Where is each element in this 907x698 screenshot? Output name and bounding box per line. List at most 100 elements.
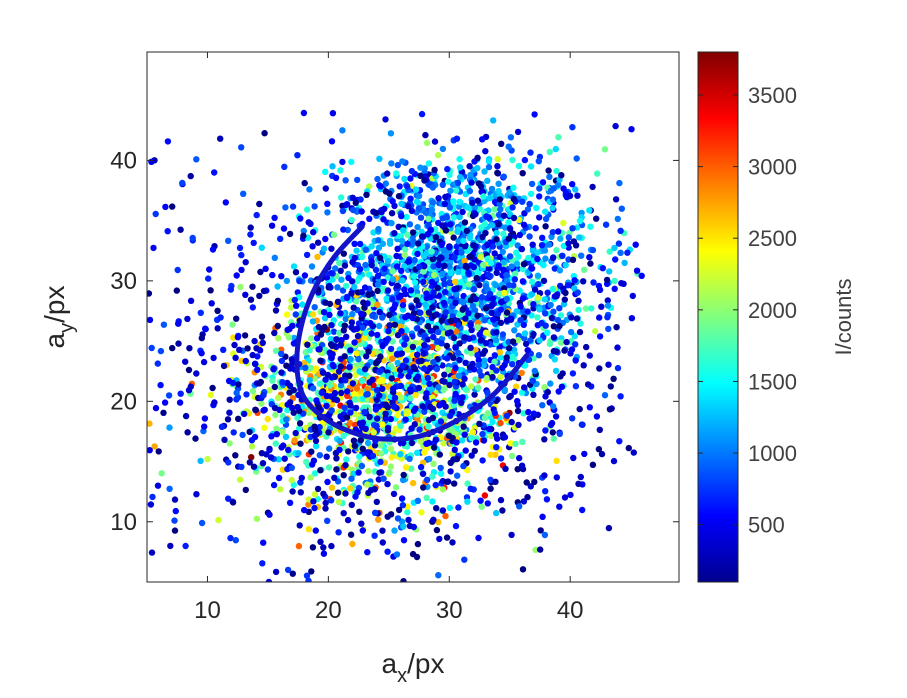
data-point — [433, 365, 441, 373]
data-point — [506, 393, 513, 401]
data-point — [278, 369, 285, 376]
data-point — [187, 297, 195, 304]
data-point — [508, 531, 515, 539]
data-point — [311, 304, 318, 311]
data-point — [260, 287, 268, 295]
data-point — [257, 268, 264, 276]
data-point — [193, 491, 200, 498]
data-point — [397, 451, 404, 458]
data-point — [485, 163, 493, 171]
data-point — [497, 319, 505, 326]
data-point — [432, 481, 439, 489]
data-point — [352, 199, 359, 206]
data-point — [184, 429, 191, 436]
data-point — [482, 148, 489, 155]
data-point — [388, 210, 396, 217]
data-point — [394, 282, 401, 289]
data-point — [320, 490, 327, 497]
data-point — [305, 526, 313, 533]
data-point — [356, 453, 363, 460]
data-point — [333, 455, 340, 462]
data-point — [266, 387, 273, 394]
data-point — [503, 354, 510, 361]
data-point — [236, 346, 243, 353]
data-point — [510, 195, 517, 203]
data-point — [281, 163, 288, 170]
colorbar — [697, 51, 739, 583]
data-point — [439, 486, 447, 493]
data-point — [425, 416, 433, 424]
data-point — [589, 183, 596, 191]
data-point — [500, 285, 508, 292]
data-point — [367, 319, 374, 327]
data-point — [381, 265, 388, 272]
data-point — [565, 240, 572, 247]
data-point — [419, 403, 426, 410]
data-point — [407, 195, 414, 202]
data-point — [334, 284, 341, 291]
data-point — [527, 163, 535, 170]
data-point — [164, 228, 171, 235]
data-point — [379, 342, 386, 350]
data-point — [397, 394, 405, 401]
colorbar-title: I/counts — [831, 278, 856, 355]
data-point — [377, 442, 384, 449]
data-point — [534, 255, 541, 263]
data-point — [476, 331, 483, 338]
data-point — [404, 509, 411, 516]
data-point — [237, 283, 244, 291]
data-point — [519, 566, 527, 573]
data-point — [368, 330, 375, 337]
data-point — [536, 214, 543, 221]
data-point — [388, 375, 395, 382]
data-point — [466, 187, 474, 195]
data-point — [429, 255, 436, 263]
data-point — [415, 192, 423, 200]
data-point — [456, 164, 464, 171]
data-point — [518, 462, 526, 469]
data-point — [475, 356, 482, 364]
data-point — [572, 186, 579, 193]
data-point — [395, 294, 403, 301]
data-point — [517, 303, 524, 310]
data-point — [435, 261, 443, 269]
data-point — [243, 391, 250, 398]
data-point — [269, 271, 276, 279]
data-point — [576, 328, 584, 336]
data-point — [536, 193, 543, 200]
data-point — [415, 384, 422, 392]
data-point — [356, 240, 364, 248]
data-point — [384, 424, 392, 432]
data-point — [439, 362, 446, 369]
data-point — [322, 499, 329, 507]
data-point — [611, 277, 618, 285]
data-point — [384, 480, 391, 488]
data-point — [436, 451, 443, 458]
data-point — [467, 344, 474, 351]
data-point — [175, 320, 182, 327]
data-point — [595, 446, 603, 453]
data-point — [322, 235, 329, 243]
data-point — [384, 548, 391, 555]
data-point — [295, 450, 302, 457]
data-point — [551, 265, 558, 272]
data-point — [601, 392, 609, 399]
data-point — [172, 507, 179, 515]
colorbar-ticks: 500 1000 1500 2000 2500 3000 3500 — [698, 83, 797, 538]
data-point — [469, 302, 477, 310]
data-point — [182, 542, 189, 550]
data-point — [382, 180, 389, 187]
data-point — [536, 306, 543, 313]
data-point — [466, 364, 474, 371]
data-point — [572, 357, 579, 364]
data-point — [349, 310, 356, 318]
data-point — [542, 427, 549, 434]
data-point — [569, 181, 576, 188]
data-point — [576, 405, 583, 413]
data-point — [427, 403, 434, 410]
data-point — [368, 261, 375, 269]
data-point — [542, 488, 549, 495]
data-point — [503, 412, 511, 419]
data-point — [544, 329, 551, 336]
data-point — [358, 462, 366, 470]
